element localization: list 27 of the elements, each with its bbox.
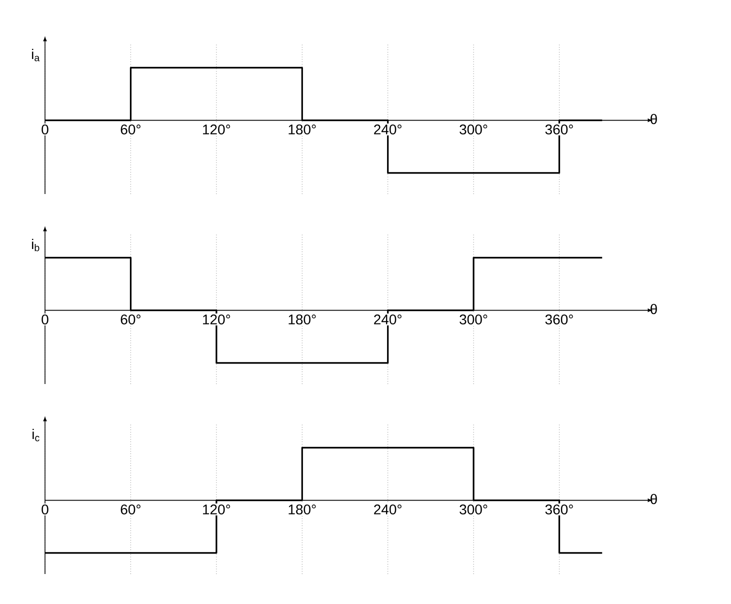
x-tick-label: 0: [42, 504, 48, 514]
x-tick-label: 180°: [288, 314, 316, 324]
y-axis-title: i$_{c}$: [32, 428, 40, 442]
x-tick-label: 300°: [460, 124, 488, 134]
x-tick-label: 120°: [203, 124, 230, 134]
x-tick-label: 60°: [120, 504, 140, 514]
x-tick-label: 240°: [374, 124, 402, 134]
x-tick-label: 60°: [120, 314, 140, 324]
x-tick-label: 300°: [460, 504, 488, 514]
y-axis-title: i$_{a}$: [32, 48, 40, 62]
x-tick-label: 180°: [288, 504, 316, 514]
y-axis-title: i$_{b}$: [32, 238, 40, 252]
x-tick-label: 300°: [460, 314, 488, 324]
x-tick-label: 240°: [374, 504, 402, 514]
x-tick-label: 360°: [545, 124, 573, 134]
x-axis-title: θ: [650, 304, 657, 314]
x-tick-label: 60°: [120, 124, 140, 134]
x-tick-label: 180°: [288, 124, 316, 134]
x-axis-title: θ: [650, 114, 657, 124]
x-tick-label: 0: [42, 124, 48, 134]
x-tick-label: 360°: [545, 314, 573, 324]
x-axis-title: θ: [650, 494, 657, 504]
x-tick-label: 120°: [203, 314, 230, 324]
x-tick-label: 360°: [545, 504, 573, 514]
x-tick-label: 0: [42, 314, 48, 324]
x-tick-label: 240°: [374, 314, 402, 324]
x-tick-label: 120°: [203, 504, 230, 514]
